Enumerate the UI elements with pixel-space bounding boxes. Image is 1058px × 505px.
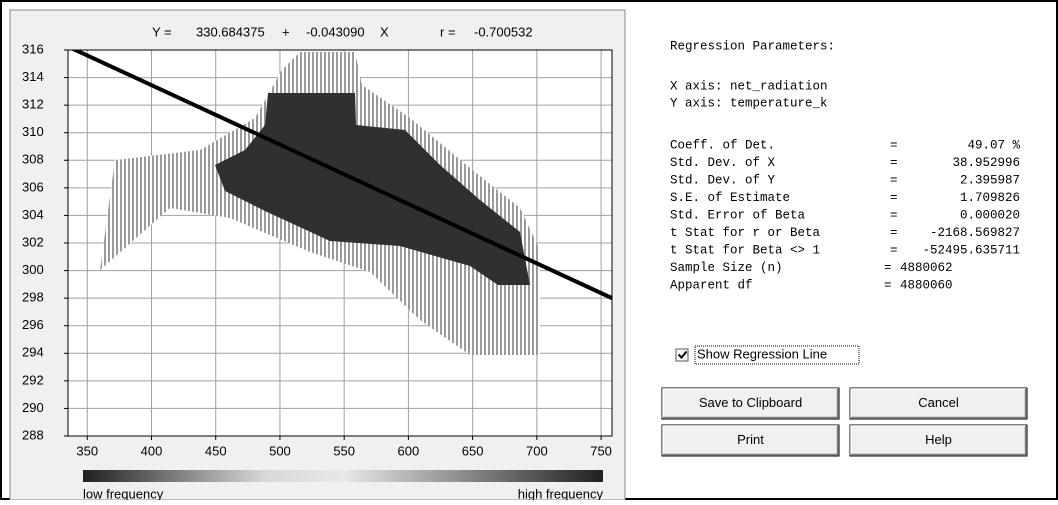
color-bar bbox=[83, 470, 603, 482]
button-label[interactable]: Save to Clipboard bbox=[699, 395, 802, 410]
stat-label: Std. Error of Beta bbox=[670, 208, 806, 222]
eq-plus: + bbox=[282, 24, 290, 39]
focus-rect bbox=[694, 345, 860, 365]
count-label: Apparent df bbox=[670, 278, 753, 292]
x-tick-label: 700 bbox=[526, 443, 548, 458]
y-tick-label: 288 bbox=[22, 427, 44, 442]
stat-label: t Stat for r or Beta bbox=[670, 226, 821, 240]
button[interactable] bbox=[849, 424, 1028, 457]
button-label[interactable]: Help bbox=[925, 432, 952, 447]
eq-y: Y = bbox=[152, 24, 172, 39]
y-tick-label: 312 bbox=[22, 97, 44, 112]
x-tick-label: 500 bbox=[269, 443, 291, 458]
stat-value: 1.709826 bbox=[960, 191, 1020, 205]
y-axis-name: Y axis: temperature_k bbox=[670, 96, 828, 110]
legend-high: high frequency bbox=[518, 486, 604, 500]
x-tick-label: 750 bbox=[590, 443, 612, 458]
eq-intercept: 330.684375 bbox=[196, 24, 265, 39]
x-tick-label: 350 bbox=[76, 443, 98, 458]
count-value: 4880062 bbox=[900, 261, 953, 275]
y-tick-label: 290 bbox=[22, 400, 44, 415]
y-tick-label: 292 bbox=[22, 372, 44, 387]
eq-r-label: r = bbox=[440, 24, 456, 39]
stat-equals: = bbox=[890, 173, 898, 187]
count-value: 4880060 bbox=[900, 278, 953, 292]
button-bevel bbox=[662, 388, 838, 418]
x-tick-label: 550 bbox=[333, 443, 355, 458]
x-tick-label: 450 bbox=[205, 443, 227, 458]
eq-slope: -0.043090 bbox=[306, 24, 365, 39]
button-label[interactable]: Print bbox=[737, 432, 764, 447]
button-bevel bbox=[850, 388, 1026, 418]
legend-low: low frequency bbox=[83, 486, 164, 500]
stat-label: t Stat for Beta <> 1 bbox=[670, 243, 820, 257]
x-axis-name: X axis: net_radiation bbox=[670, 79, 828, 93]
button-bevel bbox=[662, 425, 838, 455]
checkmark bbox=[677, 350, 688, 359]
plot-frame bbox=[67, 49, 613, 437]
count-label: Sample Size (n) bbox=[670, 261, 783, 275]
eq-r: -0.700532 bbox=[474, 24, 533, 39]
eq-x: X bbox=[380, 24, 389, 39]
y-tick-label: 300 bbox=[22, 262, 44, 277]
stat-value: 49.07 % bbox=[967, 138, 1020, 152]
stat-value: -2168.569827 bbox=[930, 226, 1020, 240]
checkbox[interactable] bbox=[675, 348, 689, 362]
y-tick-label: 316 bbox=[22, 41, 44, 56]
stat-value: -52495.635711 bbox=[922, 243, 1020, 257]
stat-equals: = bbox=[890, 226, 898, 240]
button-shadow bbox=[663, 426, 839, 456]
stat-equals: = bbox=[890, 138, 898, 152]
y-tick-label: 306 bbox=[22, 179, 44, 194]
params-title: Regression Parameters: bbox=[670, 39, 835, 53]
count-equals: = bbox=[884, 278, 892, 292]
regression-line bbox=[70, 50, 612, 300]
stat-equals: = bbox=[890, 156, 898, 170]
stat-label: Std. Dev. of X bbox=[670, 156, 776, 170]
x-tick-label: 650 bbox=[462, 443, 484, 458]
stat-label: S.E. of Estimate bbox=[670, 191, 790, 205]
equation: Y = 330.684375 + -0.043090 X r = -0.7005… bbox=[152, 24, 533, 39]
stat-equals: = bbox=[890, 191, 898, 205]
button-label[interactable]: Cancel bbox=[918, 395, 959, 410]
button-shadow bbox=[851, 389, 1027, 419]
x-tick-label: 600 bbox=[398, 443, 420, 458]
button-bevel bbox=[850, 425, 1026, 455]
stat-label: Coeff. of Det. bbox=[670, 138, 775, 152]
y-tick-label: 296 bbox=[22, 317, 44, 332]
y-tick-label: 304 bbox=[22, 207, 44, 222]
button[interactable] bbox=[849, 387, 1028, 420]
y-tick-label: 314 bbox=[22, 69, 44, 84]
y-tick-label: 294 bbox=[22, 345, 44, 360]
stat-value: 0.000020 bbox=[960, 208, 1020, 222]
x-tick-label: 400 bbox=[141, 443, 163, 458]
button[interactable] bbox=[661, 424, 840, 457]
parameters: Regression Parameters: X axis: net_radia… bbox=[670, 39, 1020, 292]
y-tick-label: 302 bbox=[22, 234, 44, 249]
y-tick-label: 310 bbox=[22, 124, 44, 139]
button[interactable] bbox=[661, 387, 840, 420]
count-equals: = bbox=[884, 261, 892, 275]
button-shadow bbox=[663, 389, 839, 419]
button-shadow bbox=[851, 426, 1027, 456]
regression-line-group bbox=[70, 50, 612, 300]
y-tick-label: 308 bbox=[22, 152, 44, 167]
stat-value: 38.952996 bbox=[952, 156, 1020, 170]
stat-value: 2.395987 bbox=[960, 173, 1020, 187]
y-tick-label: 298 bbox=[22, 290, 44, 305]
stat-equals: = bbox=[890, 243, 898, 257]
checkbox-label[interactable]: Show Regression Line bbox=[697, 346, 827, 361]
stat-equals: = bbox=[890, 208, 898, 222]
stat-label: Std. Dev. of Y bbox=[670, 173, 776, 187]
